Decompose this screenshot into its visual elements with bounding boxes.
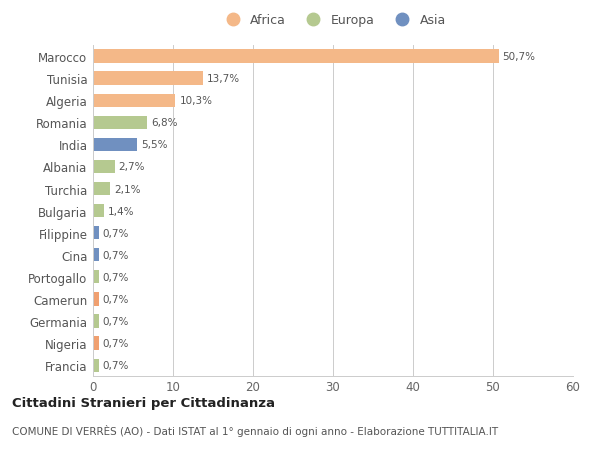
Text: 0,7%: 0,7% <box>103 250 129 260</box>
Text: 0,7%: 0,7% <box>103 228 129 238</box>
Bar <box>93 249 98 262</box>
Text: 10,3%: 10,3% <box>179 96 212 106</box>
Text: 0,7%: 0,7% <box>103 294 129 304</box>
Bar <box>93 50 499 63</box>
Text: 5,5%: 5,5% <box>141 140 167 150</box>
Text: Cittadini Stranieri per Cittadinanza: Cittadini Stranieri per Cittadinanza <box>12 396 275 409</box>
Bar <box>93 315 98 328</box>
Bar <box>93 205 104 218</box>
Text: 50,7%: 50,7% <box>503 52 536 62</box>
Text: COMUNE DI VERRÈS (AO) - Dati ISTAT al 1° gennaio di ogni anno - Elaborazione TUT: COMUNE DI VERRÈS (AO) - Dati ISTAT al 1°… <box>12 424 498 436</box>
Bar <box>93 183 110 196</box>
Legend: Africa, Europa, Asia: Africa, Europa, Asia <box>215 9 451 32</box>
Text: 1,4%: 1,4% <box>108 206 134 216</box>
Bar <box>93 117 148 129</box>
Text: 2,1%: 2,1% <box>114 184 140 194</box>
Bar <box>93 95 175 107</box>
Text: 13,7%: 13,7% <box>206 74 240 84</box>
Bar <box>93 293 98 306</box>
Text: 6,8%: 6,8% <box>151 118 178 128</box>
Text: 0,7%: 0,7% <box>103 316 129 326</box>
Bar <box>93 359 98 372</box>
Text: 2,7%: 2,7% <box>119 162 145 172</box>
Text: 0,7%: 0,7% <box>103 272 129 282</box>
Bar <box>93 139 137 151</box>
Text: 0,7%: 0,7% <box>103 338 129 348</box>
Bar <box>93 161 115 174</box>
Text: 0,7%: 0,7% <box>103 360 129 370</box>
Bar <box>93 73 203 85</box>
Bar <box>93 227 98 240</box>
Bar <box>93 337 98 350</box>
Bar <box>93 271 98 284</box>
